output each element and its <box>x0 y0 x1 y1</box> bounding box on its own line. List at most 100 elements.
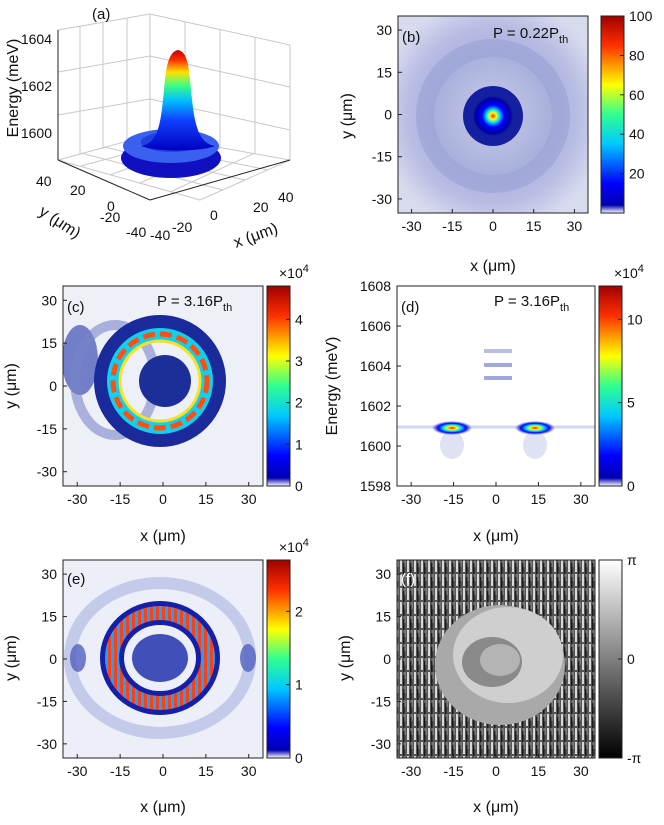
panel-d-xtick-4: 30 <box>573 491 589 507</box>
panel-c-colorbar-tick-3: 1 <box>295 436 303 452</box>
panel-b: (b) P = 0.22Pth y (μm) x (μm) <box>339 15 625 275</box>
panel-e-label: (e) <box>67 571 85 588</box>
panel-a-ytick-4: -40 <box>126 224 146 240</box>
panel-f-ylabel: y (μm) <box>337 635 354 681</box>
panel-a-ztick-0: 1604 <box>21 31 52 47</box>
panel-c-xtick-4: 30 <box>241 491 257 507</box>
panel-c-colorbar-tick-1: 3 <box>295 353 303 369</box>
panel-e-right-spot <box>240 644 256 672</box>
panel-f-inner-light <box>480 644 520 676</box>
panel-e-colorbar-multiplier: ×104 <box>279 537 309 555</box>
panel-a-xlabel: x (μm) <box>232 220 281 252</box>
panel-d-annotation: P = 3.16Pth <box>494 293 569 314</box>
panel-e-ylabel: y (μm) <box>3 635 20 681</box>
panel-e-colorbar-tick-0: 2 <box>295 603 303 619</box>
panel-d-ytick-3: 1602 <box>360 398 391 414</box>
panel-c-ring-outer <box>94 315 226 447</box>
panel-a-ylabel: y (μm) <box>36 203 84 242</box>
panel-d-background <box>397 286 595 486</box>
panel-d-upper-mode-3 <box>484 376 512 380</box>
panel-d-ytick-5: 1598 <box>360 478 391 494</box>
panel-d-ytick-0: 1608 <box>360 278 391 294</box>
panel-e-xlabel: x (μm) <box>140 799 186 816</box>
panel-a-xtick-0: -40 <box>150 227 170 243</box>
panel-c-xtick-0: -30 <box>67 491 87 507</box>
panel-c-ytick-2: 0 <box>49 378 57 394</box>
panel-e-ytick-2: 0 <box>49 651 57 667</box>
panel-a-ztick-1: 1602 <box>21 78 52 94</box>
panel-d-ylabel: Energy (meV) <box>324 337 341 436</box>
panel-a-ytick-2: 0 <box>107 198 115 214</box>
panel-f-xlabel: x (μm) <box>473 799 519 816</box>
panel-a-ytick-0: 40 <box>36 173 52 189</box>
panel-e: (e) y (μm) x (μm) ×104 <box>3 537 309 816</box>
panel-b-xtick-1: -15 <box>442 218 462 234</box>
panel-c-xtick-2: 0 <box>159 491 167 507</box>
panel-d-xtick-3: 15 <box>531 491 547 507</box>
panel-e-xtick-1: -15 <box>110 763 130 779</box>
panel-d-ytick-4: 1600 <box>360 438 391 454</box>
panel-e-center <box>132 634 188 682</box>
panel-f-xtick-1: -15 <box>443 763 463 779</box>
panel-f-colorbar-tick-1: 0 <box>627 651 635 667</box>
panel-b-colorbar-tick-0: 100 <box>629 8 653 24</box>
panel-d-ytick-2: 1604 <box>360 358 391 374</box>
panel-e-xtick-3: 15 <box>198 763 214 779</box>
panel-a-xaxis <box>149 159 291 201</box>
panel-f-xtick-2: 0 <box>492 763 500 779</box>
panel-f-ytick-4: -30 <box>371 736 391 752</box>
panel-e-colorbar <box>266 559 291 759</box>
panel-c-label: (c) <box>67 299 85 316</box>
panel-c-annotation: P = 3.16Pth <box>157 293 232 314</box>
panel-d-tail-left <box>440 431 464 459</box>
panel-f-xtick-4: 30 <box>573 763 589 779</box>
panel-c: (c) P = 3.16Pth y (μm) x (μm) ×104 <box>3 263 309 545</box>
panel-a-xtick-2: 0 <box>210 207 218 223</box>
panel-b-halo <box>416 39 570 193</box>
panel-a-yaxis <box>57 159 151 201</box>
panel-d-label: (d) <box>401 299 419 316</box>
panel-f: (f) y (μm) x (μm) <box>337 559 623 816</box>
panel-a: (a) 1604 1602 1600 Energy (meV) 40 20 0 … <box>5 6 294 252</box>
panel-b-colorbar-tick-1: 80 <box>629 47 645 63</box>
panel-f-label: (f) <box>401 571 415 588</box>
panel-d-colorbar-tick-0: 10 <box>627 311 643 327</box>
panel-b-colorbar-tick-3: 40 <box>629 126 645 142</box>
panel-d-tail-right <box>523 431 547 459</box>
panel-a-label: (a) <box>92 6 110 23</box>
panel-d-colorbar <box>598 285 623 487</box>
panel-b-ytick-2: 0 <box>384 107 392 123</box>
panel-d-spot-right <box>515 421 555 435</box>
panel-e-ytick-4: -30 <box>37 736 57 752</box>
surface-peak <box>141 50 215 151</box>
panel-b-ytick-4: -30 <box>372 191 392 207</box>
panel-c-ring-yellow <box>118 339 202 423</box>
panel-c-colorbar-tick-2: 2 <box>295 395 303 411</box>
panel-c-ylabel: y (μm) <box>3 363 20 409</box>
panel-a-xtick-1: -20 <box>172 219 192 235</box>
panel-b-label: (b) <box>402 29 420 46</box>
panel-c-ytick-3: -15 <box>37 421 57 437</box>
panel-f-ytick-2: 0 <box>383 651 391 667</box>
panel-b-annotation: P = 0.22Pth <box>493 25 568 46</box>
panel-e-colorbar-tick-2: 0 <box>295 750 303 766</box>
panel-f-xtick-0: -30 <box>401 763 421 779</box>
panel-b-xtick-4: 30 <box>567 218 583 234</box>
panel-e-xtick-2: 0 <box>159 763 167 779</box>
panel-f-xtick-3: 15 <box>531 763 547 779</box>
panel-e-xtick-0: -30 <box>67 763 87 779</box>
panel-c-ytick-0: 30 <box>41 292 57 308</box>
panel-b-colorbar-tick-4: 20 <box>629 166 645 182</box>
panel-a-xtick-4: 40 <box>278 189 294 205</box>
panel-b-colorbar <box>600 15 625 214</box>
panel-b-ytick-0: 30 <box>376 22 392 38</box>
panel-f-colorbar-tick-0: π <box>627 552 637 568</box>
panel-d-xtick-0: -30 <box>401 491 421 507</box>
panel-d-spot-left <box>432 421 472 435</box>
panel-c-ytick-4: -30 <box>37 464 57 480</box>
panel-c-xtick-1: -15 <box>110 491 130 507</box>
panel-c-ytick-1: 15 <box>41 335 57 351</box>
panel-e-xtick-4: 30 <box>241 763 257 779</box>
